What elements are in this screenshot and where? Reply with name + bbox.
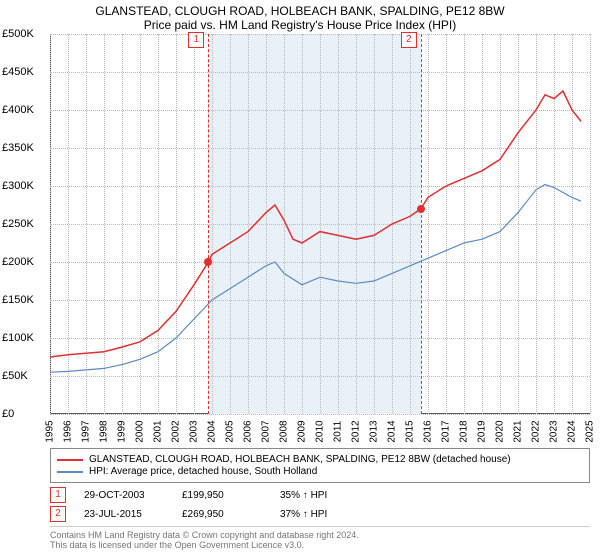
footer-line1: Contains HM Land Registry data © Crown c… <box>50 530 590 540</box>
x-axis-label: 2004 <box>207 420 218 442</box>
x-axis-label: 2023 <box>549 420 560 442</box>
x-axis-label: 2019 <box>477 420 488 442</box>
chart-svg <box>50 34 590 414</box>
y-axis-label: £250K <box>2 218 34 230</box>
legend-swatch <box>57 471 83 473</box>
x-axis-label: 2007 <box>261 420 272 442</box>
transaction-price: £269,950 <box>182 509 262 520</box>
x-axis-label: 2018 <box>459 420 470 442</box>
x-axis-label: 2003 <box>189 420 200 442</box>
x-axis-labels: 1995199619971998199920002001200220032004… <box>50 414 590 444</box>
x-axis-label: 2009 <box>297 420 308 442</box>
x-axis-label: 2000 <box>135 420 146 442</box>
transaction-date: 29-OCT-2003 <box>84 490 164 501</box>
chart-legend: GLANSTEAD, CLOUGH ROAD, HOLBEACH BANK, S… <box>50 448 590 483</box>
legend-row: HPI: Average price, detached house, Sout… <box>57 466 583 477</box>
x-axis-label: 1997 <box>81 420 92 442</box>
legend-label: GLANSTEAD, CLOUGH ROAD, HOLBEACH BANK, S… <box>89 454 511 465</box>
series-line <box>50 185 581 373</box>
x-axis-label: 2013 <box>369 420 380 442</box>
x-axis-label: 1996 <box>63 420 74 442</box>
x-axis-label: 2015 <box>405 420 416 442</box>
footer-line2: This data is licensed under the Open Gov… <box>50 540 590 550</box>
x-axis-label: 2001 <box>153 420 164 442</box>
y-axis-label: £400K <box>2 104 34 116</box>
chart-footer: Contains HM Land Registry data © Crown c… <box>50 526 590 550</box>
y-axis-label: £300K <box>2 180 34 192</box>
transaction-date: 23-JUL-2015 <box>84 509 164 520</box>
series-line <box>50 91 581 357</box>
x-axis-label: 1998 <box>99 420 110 442</box>
x-axis-label: 2011 <box>333 421 344 443</box>
y-axis-label: £50K <box>2 370 28 382</box>
chart-title: GLANSTEAD, CLOUGH ROAD, HOLBEACH BANK, S… <box>0 4 600 18</box>
x-axis-label: 2012 <box>351 420 362 442</box>
legend-label: HPI: Average price, detached house, Sout… <box>89 466 317 477</box>
gridline-x <box>590 34 591 414</box>
transaction-price: £199,950 <box>182 490 262 501</box>
y-axis-label: £100K <box>2 332 34 344</box>
transaction-marker-box: 2 <box>50 506 66 522</box>
legend-swatch <box>57 459 83 461</box>
chart-plot-area: £0£50K£100K£150K£200K£250K£300K£350K£400… <box>50 34 590 414</box>
x-axis-label: 2025 <box>585 420 596 442</box>
x-axis-label: 2024 <box>567 420 578 442</box>
y-axis-label: £350K <box>2 142 34 154</box>
x-axis-label: 2010 <box>315 420 326 442</box>
x-axis-label: 2014 <box>387 420 398 442</box>
y-axis-label: £0 <box>2 408 14 420</box>
x-axis-label: 2008 <box>279 420 290 442</box>
chart-subtitle: Price paid vs. HM Land Registry's House … <box>0 18 600 32</box>
x-axis-label: 1999 <box>117 420 128 442</box>
x-axis-label: 1995 <box>45 420 56 442</box>
x-axis-label: 2022 <box>531 420 542 442</box>
transaction-pct: 37% ↑ HPI <box>280 509 360 520</box>
y-axis-label: £200K <box>2 256 34 268</box>
x-axis-label: 2002 <box>171 420 182 442</box>
transaction-pct: 35% ↑ HPI <box>280 490 360 501</box>
transactions-table: 1 29-OCT-2003 £199,950 35% ↑ HPI 2 23-JUL-201… <box>50 487 590 522</box>
transaction-marker-box: 1 <box>50 487 66 503</box>
x-axis-label: 2016 <box>423 420 434 442</box>
x-axis-label: 2021 <box>513 420 524 442</box>
y-axis-label: £450K <box>2 66 34 78</box>
y-axis-label: £150K <box>2 294 34 306</box>
x-axis-label: 2005 <box>225 420 236 442</box>
x-axis-label: 2006 <box>243 420 254 442</box>
y-axis-label: £500K <box>2 28 34 40</box>
transaction-row: 2 23-JUL-2015 £269,950 37% ↑ HPI <box>50 506 590 522</box>
chart-titles: GLANSTEAD, CLOUGH ROAD, HOLBEACH BANK, S… <box>0 0 600 34</box>
legend-row: GLANSTEAD, CLOUGH ROAD, HOLBEACH BANK, S… <box>57 454 583 465</box>
x-axis-label: 2020 <box>495 420 506 442</box>
transaction-row: 1 29-OCT-2003 £199,950 35% ↑ HPI <box>50 487 590 503</box>
x-axis-label: 2017 <box>441 420 452 442</box>
